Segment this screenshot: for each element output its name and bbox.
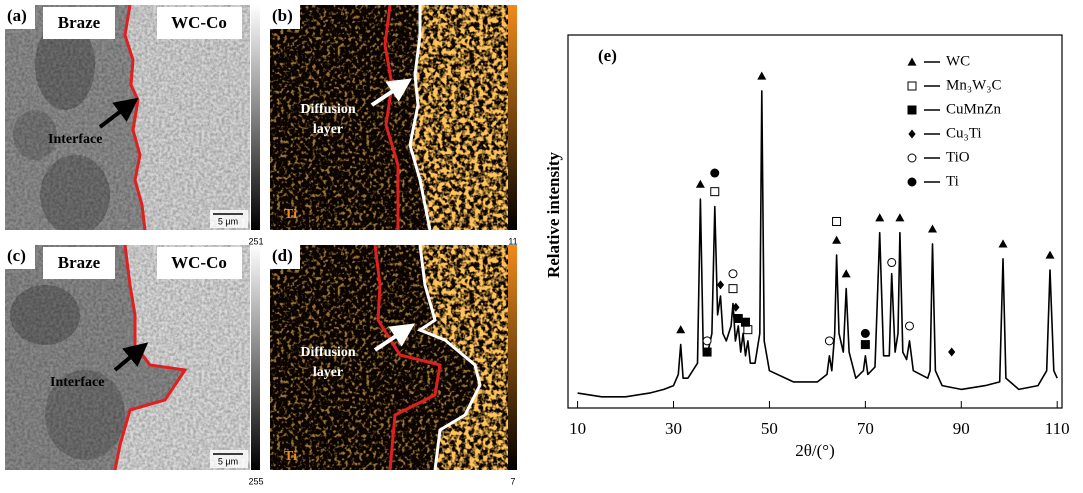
legend-label: TiO xyxy=(946,149,970,165)
panel-a: (a) Braze WC-Co Interface 5 μm 251 xyxy=(5,5,264,246)
panel-b: (b) Diffusion layer Ti 11 xyxy=(270,5,518,246)
marker xyxy=(948,347,956,357)
panel-label: (c) xyxy=(7,246,26,265)
marker xyxy=(998,239,1008,248)
marker xyxy=(732,302,740,312)
marker xyxy=(875,213,885,222)
region-label: Braze xyxy=(58,253,101,272)
marker xyxy=(702,336,712,346)
marker xyxy=(695,179,705,188)
region-label: Braze xyxy=(58,13,101,32)
colorbar-max: 251 xyxy=(248,236,263,246)
scale-bar-label: 5 μm xyxy=(218,216,238,226)
plot-frame xyxy=(567,34,1063,409)
region-label: WC-Co xyxy=(171,13,227,32)
colorbar xyxy=(508,245,517,470)
marker xyxy=(904,321,914,331)
annotation: layer xyxy=(313,365,343,380)
x-tick-label: 110 xyxy=(1045,419,1070,438)
colorbar xyxy=(508,5,517,230)
marker xyxy=(832,217,842,226)
colorbar xyxy=(251,245,260,470)
colorbar-max: 11 xyxy=(508,236,517,246)
panel-c: (c) Braze WC-Co Interface 5 μm 255 xyxy=(5,245,264,486)
annotation: Interface xyxy=(48,132,102,147)
marker xyxy=(824,336,834,346)
marker xyxy=(702,347,712,357)
legend-label: Mn₃W₃C xyxy=(946,77,1001,93)
panel-d: (d) Diffusion layer Ti 7 xyxy=(270,245,517,486)
element-label: Ti xyxy=(284,449,297,464)
marker xyxy=(907,177,917,187)
marker xyxy=(740,317,750,327)
marker xyxy=(676,325,686,334)
legend-label: Cu₃Ti xyxy=(946,125,982,141)
spectrum-line xyxy=(577,90,1058,398)
legend-label: WC xyxy=(946,53,970,69)
panel-label: (e) xyxy=(598,46,617,65)
xrd-chart: (e) 2θ/(°) Relative intensity 10 30 50 70 90… xyxy=(544,34,1070,460)
marker xyxy=(841,269,851,278)
marker xyxy=(907,81,917,91)
annotation: Interface xyxy=(50,375,104,390)
region-label: WC-Co xyxy=(171,253,227,272)
marker xyxy=(757,71,767,80)
marker xyxy=(716,280,725,290)
scale-bar-label: 5 μm xyxy=(218,456,238,466)
legend-label: Ti xyxy=(946,173,959,189)
marker xyxy=(710,168,720,178)
colorbar xyxy=(251,5,260,230)
annotation: Diffusion xyxy=(300,345,355,360)
marker xyxy=(728,269,738,279)
marker xyxy=(1045,250,1055,259)
marker xyxy=(832,235,842,244)
marker xyxy=(928,224,938,233)
x-tick-label: 70 xyxy=(857,419,874,438)
annotation: Diffusion xyxy=(300,102,355,117)
element-label: Ti xyxy=(284,207,297,222)
colorbar-max: 7 xyxy=(510,476,515,486)
marker xyxy=(887,258,897,268)
x-tick-label: 30 xyxy=(665,419,682,438)
x-tick-label: 90 xyxy=(953,419,970,438)
marker xyxy=(860,328,870,338)
marker xyxy=(710,187,720,197)
panel-label: (d) xyxy=(272,246,293,265)
marker xyxy=(907,57,917,66)
x-axis-label: 2θ/(°) xyxy=(795,441,835,460)
panel-label: (b) xyxy=(272,6,293,25)
marker xyxy=(860,340,870,350)
x-tick-label: 10 xyxy=(569,419,586,438)
panel-label: (a) xyxy=(7,6,27,25)
marker xyxy=(908,129,916,139)
annotation: layer xyxy=(313,122,343,137)
colorbar-max: 255 xyxy=(248,476,263,486)
legend-label: CuMnZn xyxy=(946,101,1002,117)
marker xyxy=(743,325,753,335)
marker xyxy=(895,213,905,222)
marker xyxy=(907,105,917,115)
marker xyxy=(728,284,738,294)
y-axis-label: Relative intensity xyxy=(544,151,563,278)
x-tick-label: 50 xyxy=(761,419,778,438)
marker xyxy=(907,153,917,163)
